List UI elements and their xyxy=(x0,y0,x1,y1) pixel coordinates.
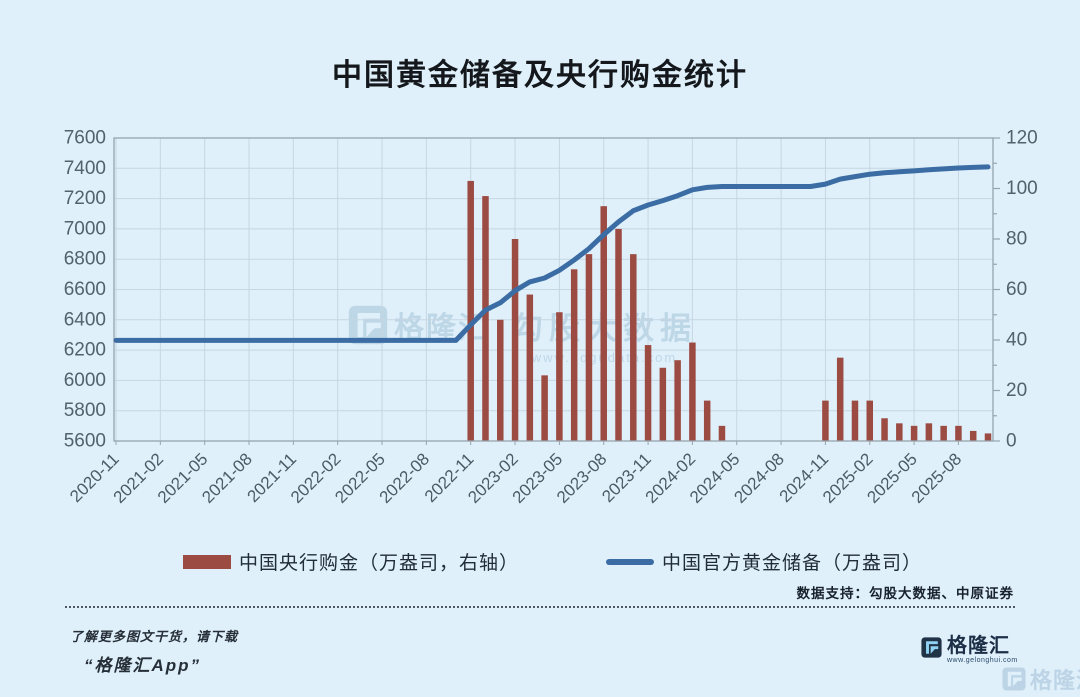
gelonghui-logo-icon xyxy=(348,305,388,345)
svg-text:6400: 6400 xyxy=(64,309,106,330)
brand-name: 格隆汇 xyxy=(947,635,1010,657)
corner-watermark-text: 格隆汇 xyxy=(1030,668,1080,693)
svg-text:7400: 7400 xyxy=(64,158,106,179)
svg-text:6200: 6200 xyxy=(64,340,106,361)
chart-title: 中国黄金储备及央行购金统计 xyxy=(332,59,748,92)
svg-text:40: 40 xyxy=(1006,330,1027,351)
app-promo: 了解更多图文干货，请下载 “格隆汇App” xyxy=(70,626,238,676)
gelonghui-logo-icon xyxy=(921,637,942,658)
legend-item-reserves: 中国官方黄金储备（万盎司） xyxy=(606,548,922,575)
brand-url: www.gelonghui.com xyxy=(947,657,1018,664)
svg-text:120: 120 xyxy=(1006,128,1038,149)
svg-text:2024-08: 2024-08 xyxy=(730,449,788,507)
svg-text:7200: 7200 xyxy=(64,188,106,209)
svg-text:20: 20 xyxy=(1006,380,1027,401)
svg-text:0: 0 xyxy=(1006,431,1017,452)
svg-text:5800: 5800 xyxy=(64,400,106,421)
dotted-separator xyxy=(65,606,1015,608)
legend-bar-label: 中国央行购金（万盎司，右轴） xyxy=(239,553,520,574)
gelonghui-logo-icon xyxy=(1002,667,1026,691)
svg-text:2025-08: 2025-08 xyxy=(908,449,966,507)
legend-line-label: 中国官方黄金储备（万盎司） xyxy=(662,553,923,574)
svg-text:6800: 6800 xyxy=(64,249,106,270)
svg-text:7600: 7600 xyxy=(64,128,106,149)
svg-text:80: 80 xyxy=(1006,229,1027,250)
corner-watermark: 格隆汇 xyxy=(1002,663,1080,695)
svg-text:6000: 6000 xyxy=(64,370,106,391)
svg-text:2023-08: 2023-08 xyxy=(553,449,611,507)
svg-text:100: 100 xyxy=(1006,178,1038,199)
legend-line-swatch xyxy=(606,558,654,565)
svg-text:2021-08: 2021-08 xyxy=(198,449,256,507)
gelonghui-brand-footer: 格隆汇 www.gelonghui.com xyxy=(921,636,1018,664)
svg-text:7000: 7000 xyxy=(64,218,106,239)
svg-text:6600: 6600 xyxy=(64,279,106,300)
app-promo-line2: “格隆汇App” xyxy=(84,656,202,675)
legend-bar-swatch xyxy=(183,554,231,569)
svg-text:5600: 5600 xyxy=(64,431,106,452)
svg-text:60: 60 xyxy=(1006,279,1027,300)
chart-plot: 5600 5800 6000 6200 6400 6600 6800 7000 7200 7400… xyxy=(64,128,1038,507)
legend-item-purchases: 中国央行购金（万盎司，右轴） xyxy=(183,548,519,575)
data-source-note: 数据支持：勾股大数据、中原证券 xyxy=(796,586,1014,601)
app-promo-line1: 了解更多图文干货，请下载 xyxy=(70,629,239,644)
svg-text:2022-08: 2022-08 xyxy=(376,449,434,507)
